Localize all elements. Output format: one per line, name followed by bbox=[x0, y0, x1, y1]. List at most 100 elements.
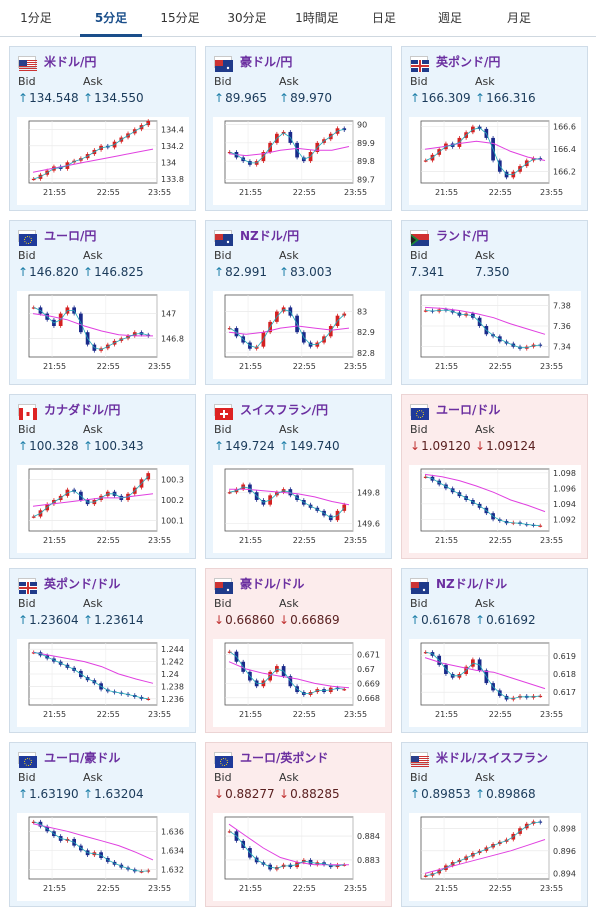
currency-card[interactable]: ユーロ/英ポンド Bid Ask ↓0.88277 ↓0.88285 0.884 0.883… bbox=[205, 742, 392, 907]
chart-background bbox=[213, 291, 385, 379]
pair-name-link[interactable]: ユーロ/円 bbox=[44, 229, 97, 243]
pair-name-link[interactable]: 豪ドル/ドル bbox=[240, 577, 305, 591]
pair-name-link[interactable]: カナダドル/円 bbox=[44, 403, 121, 417]
chart-container[interactable]: 0.884 0.883 21:55 22:55 23:55 bbox=[213, 813, 385, 901]
ask-value: ↑89.970 bbox=[279, 91, 332, 105]
ask-value: ↑0.61692 bbox=[475, 613, 536, 627]
y-tick-label: 0.671 bbox=[357, 651, 380, 660]
ask-value: ↓1.09124 bbox=[475, 439, 536, 453]
pair-name-link[interactable]: 英ポンド/ドル bbox=[44, 577, 121, 591]
candle bbox=[139, 871, 144, 873]
tab-weekly[interactable]: 週足 bbox=[437, 11, 462, 25]
chart-container[interactable]: 0.671 0.67 0.669 0.668 21:55 22:55 23:55 bbox=[213, 639, 385, 727]
pair-name-link[interactable]: 米ドル/スイスフラン bbox=[436, 751, 549, 765]
bid-value: ↓0.88277 bbox=[214, 787, 275, 801]
candle bbox=[146, 870, 151, 872]
pair-name-link[interactable]: NZドル/ドル bbox=[436, 577, 508, 591]
currency-card[interactable]: NZドル/ドル Bid Ask ↑0.61678 ↑0.61692 0.619 0.618 0… bbox=[401, 568, 588, 733]
x-tick-label: 22:55 bbox=[97, 884, 120, 893]
pair-name-link[interactable]: スイスフラン/円 bbox=[240, 403, 329, 417]
ask-value-text: 0.66869 bbox=[290, 613, 340, 627]
card-header: ユーロ/円 bbox=[18, 227, 189, 246]
bid-value-text: 146.820 bbox=[29, 265, 79, 279]
bid-label: Bid bbox=[18, 75, 36, 88]
currency-card[interactable]: 米ドル/円 Bid Ask ↑134.548 ↑134.550 134.4 134.2 134… bbox=[9, 46, 196, 211]
currency-card[interactable]: スイスフラン/円 Bid Ask ↑149.724 ↑149.740 149.8 149.6… bbox=[205, 394, 392, 559]
candle bbox=[423, 652, 428, 654]
chart-container[interactable]: 1.098 1.096 1.094 1.092 21:55 22:55 23:55 bbox=[409, 465, 581, 553]
x-tick-label: 21:55 bbox=[43, 536, 66, 545]
currency-card[interactable]: ランド/円 Bid Ask 7.341 7.350 7.38 7.36 7.34 21:55 22… bbox=[401, 220, 588, 385]
bid-label: Bid bbox=[18, 771, 36, 784]
tab-30min[interactable]: 30分足 bbox=[227, 11, 267, 25]
tab-daily[interactable]: 日足 bbox=[371, 11, 396, 25]
x-tick-label: 23:55 bbox=[540, 884, 563, 893]
pair-name-link[interactable]: 英ポンド/円 bbox=[436, 55, 501, 69]
chart-container[interactable]: 0.619 0.618 0.617 21:55 22:55 23:55 bbox=[409, 639, 581, 727]
chart-container[interactable]: 83 82.9 82.8 21:55 22:55 23:55 bbox=[213, 291, 385, 379]
currency-card[interactable]: 豪ドル/円 Bid Ask ↑89.965 ↑89.970 90 89.9 89.8 89.7 2… bbox=[205, 46, 392, 211]
chart-background bbox=[213, 465, 385, 553]
candle bbox=[31, 178, 36, 181]
candle bbox=[146, 334, 151, 336]
nz-flag-icon bbox=[214, 230, 233, 246]
x-tick-label: 23:55 bbox=[344, 884, 367, 893]
y-tick-label: 1.238 bbox=[161, 682, 184, 691]
bid-label: Bid bbox=[410, 75, 428, 88]
chart-container[interactable]: 149.8 149.6 21:55 22:55 23:55 bbox=[213, 465, 385, 553]
chart-background bbox=[409, 465, 581, 553]
arrow-up-icon: ↑ bbox=[83, 787, 94, 801]
short-average-line bbox=[229, 830, 345, 869]
pair-name-link[interactable]: NZドル/円 bbox=[240, 229, 300, 243]
y-tick-label: 0.883 bbox=[357, 856, 380, 865]
currency-card[interactable]: ユーロ/円 Bid Ask ↑146.820 ↑146.825 147 146.8 21:55… bbox=[9, 220, 196, 385]
candle bbox=[342, 864, 347, 866]
ask-value: ↑83.003 bbox=[279, 265, 332, 279]
currency-card[interactable]: 豪ドル/ドル Bid Ask ↓0.66860 ↓0.66869 0.671 0.67 0.6… bbox=[205, 568, 392, 733]
tab-1min[interactable]: 1分足 bbox=[20, 11, 52, 25]
chart-container[interactable]: 0.898 0.896 0.894 21:55 22:55 23:55 bbox=[409, 813, 581, 901]
chart-container[interactable]: 100.3 100.2 100.1 21:55 22:55 23:55 bbox=[17, 465, 189, 553]
chart-container[interactable]: 7.38 7.36 7.34 21:55 22:55 23:55 bbox=[409, 291, 581, 379]
currency-card[interactable]: NZドル/円 Bid Ask ↑82.991 ↑83.003 83 82.9 82.8 21:5… bbox=[205, 220, 392, 385]
x-tick-label: 21:55 bbox=[43, 884, 66, 893]
short-average-line bbox=[229, 128, 345, 164]
bid-label: Bid bbox=[410, 597, 428, 610]
card-header: ユーロ/豪ドル bbox=[18, 749, 189, 768]
currency-card[interactable]: ユーロ/ドル Bid Ask ↓1.09120 ↓1.09124 1.098 1.096 1.… bbox=[401, 394, 588, 559]
y-tick-label: 90 bbox=[357, 121, 367, 130]
currency-card[interactable]: 英ポンド/ドル Bid Ask ↑1.23604 ↑1.23614 1.244 1.242 1… bbox=[9, 568, 196, 733]
bid-value-text: 134.548 bbox=[29, 91, 79, 105]
tab-1hour[interactable]: 1時間足 bbox=[295, 11, 339, 25]
pair-name-link[interactable]: ランド/円 bbox=[436, 229, 489, 243]
candle bbox=[342, 128, 347, 131]
moving-average-line bbox=[424, 306, 546, 335]
eu-us-flag-icon bbox=[410, 404, 429, 420]
pair-name-link[interactable]: ユーロ/ドル bbox=[436, 403, 501, 417]
chart-container[interactable]: 166.6 166.4 166.2 21:55 22:55 23:55 bbox=[409, 117, 581, 205]
currency-card[interactable]: 英ポンド/円 Bid Ask ↑166.309 ↑166.316 166.6 166.4 16… bbox=[401, 46, 588, 211]
chart-container[interactable]: 147 146.8 21:55 22:55 23:55 bbox=[17, 291, 189, 379]
x-tick-label: 21:55 bbox=[43, 362, 66, 371]
chart-container[interactable]: 134.4 134.2 134 133.8 21:55 22:55 23:55 bbox=[17, 117, 189, 205]
chart-container[interactable]: 90 89.9 89.8 89.7 21:55 22:55 23:55 bbox=[213, 117, 385, 205]
y-tick-label: 1.094 bbox=[553, 500, 576, 509]
pair-name-link[interactable]: ユーロ/英ポンド bbox=[240, 751, 329, 765]
ask-label: Ask bbox=[83, 423, 103, 436]
pair-name-link[interactable]: ユーロ/豪ドル bbox=[44, 751, 121, 765]
price-chart: 149.8 149.6 21:55 22:55 23:55 bbox=[213, 465, 385, 553]
chart-container[interactable]: 1.244 1.242 1.24 1.238 1.236 21:55 22:55 23:55 bbox=[17, 639, 189, 727]
arrow-up-icon: ↑ bbox=[410, 613, 421, 627]
currency-card[interactable]: ユーロ/豪ドル Bid Ask ↑1.63190 ↑1.63204 1.636 1.634 1… bbox=[9, 742, 196, 907]
currency-card[interactable]: カナダドル/円 Bid Ask ↑100.328 ↑100.343 100.3 100.2 1… bbox=[9, 394, 196, 559]
ask-value-text: 134.550 bbox=[94, 91, 144, 105]
tab-5min[interactable]: 5分足 bbox=[80, 0, 142, 37]
tab-15min[interactable]: 15分足 bbox=[160, 11, 200, 25]
pair-name-link[interactable]: 米ドル/円 bbox=[44, 55, 97, 69]
tab-monthly[interactable]: 月足 bbox=[506, 11, 531, 25]
currency-card[interactable]: 米ドル/スイスフラン Bid Ask ↑0.89853 ↑0.89868 0.898 0.8… bbox=[401, 742, 588, 907]
chart-container[interactable]: 1.636 1.634 1.632 21:55 22:55 23:55 bbox=[17, 813, 189, 901]
pair-name-link[interactable]: 豪ドル/円 bbox=[240, 55, 293, 69]
bid-label: Bid bbox=[214, 771, 232, 784]
ask-value-text: 1.23614 bbox=[94, 613, 144, 627]
